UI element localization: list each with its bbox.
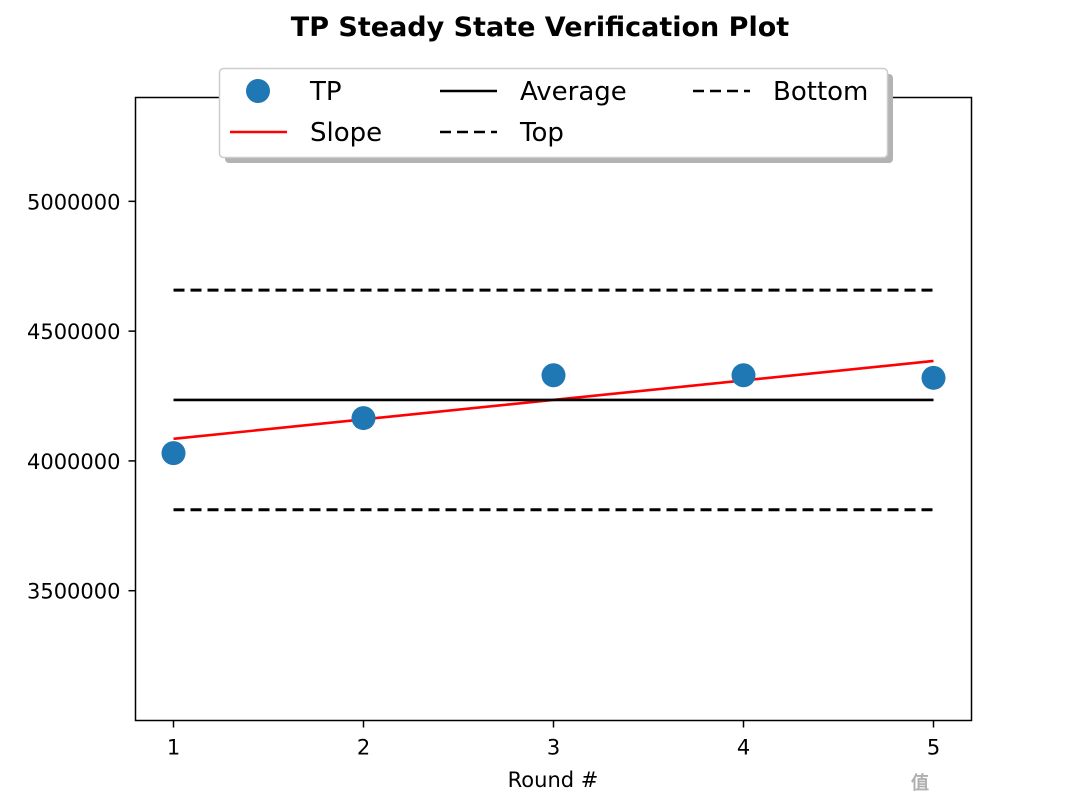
legend-average-label: Average: [520, 77, 627, 107]
axes-frame: [134, 96, 973, 722]
y-tick-label: 3500000: [27, 580, 121, 604]
tp-point-1: [161, 441, 186, 466]
y-tick-label: 5000000: [27, 190, 121, 214]
x-tick-label: 1: [167, 736, 180, 760]
legend-slope-label: Slope: [310, 118, 382, 148]
tp-point-2: [351, 406, 376, 431]
legend-tp-label: TP: [309, 77, 342, 107]
legend-bottom-label: Bottom: [773, 77, 868, 107]
legend-top-label: Top: [519, 118, 564, 148]
plot-area: [161, 288, 946, 512]
tp-point-3: [541, 363, 566, 388]
x-axis-label: Round #: [508, 768, 599, 792]
y-axis: 3500000 4000000 4500000 5000000: [27, 190, 136, 604]
legend-tp-swatch: [246, 79, 270, 103]
y-tick-label: 4500000: [27, 320, 121, 344]
tp-point-4: [731, 363, 756, 388]
watermark-text: 什么值得买: [953, 770, 1058, 794]
x-tick-label: 4: [737, 736, 750, 760]
y-tick-label: 4000000: [27, 450, 121, 474]
x-axis: 1 2 3 4 5: [167, 720, 940, 760]
tp-point-5: [921, 365, 946, 390]
chart-title: TP Steady State Verification Plot: [291, 12, 789, 43]
x-tick-label: 3: [547, 736, 560, 760]
x-tick-label: 5: [927, 736, 940, 760]
legend: TP Average Bottom Slope Top: [218, 67, 893, 163]
x-tick-label: 2: [357, 736, 370, 760]
watermark: 值 什么值得买: [911, 768, 1058, 794]
zhi-logo-icon: [912, 768, 938, 794]
svg-text:值: 值: [911, 772, 929, 794]
